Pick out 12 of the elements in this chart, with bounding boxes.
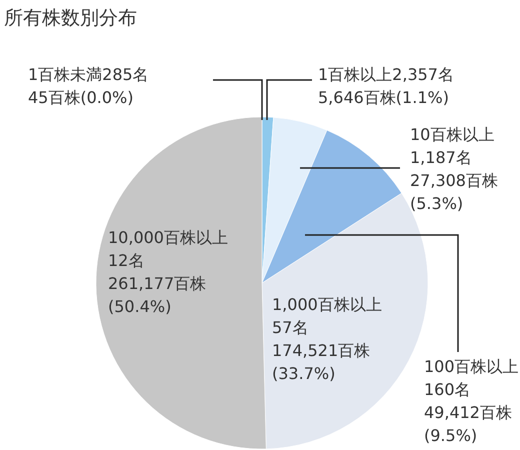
data-label: 12名 261,177百株 (50.4%): [108, 251, 206, 316]
slice-label: 1百株以上2,357名 5,646百株(1.1%): [318, 65, 454, 107]
slice-label: 10,000百株以上: [108, 228, 228, 247]
data-label: 160名 49,412百株 (9.5%): [424, 380, 512, 445]
data-label: 57名 174,521百株 (33.7%): [272, 318, 370, 383]
slice-label: 1,000百株以上: [272, 295, 382, 314]
data-label: 1,187名 27,308百株 (5.3%): [410, 148, 498, 213]
category-label: 1百株未満285名: [28, 65, 149, 84]
slice-label: 100百株以上: [424, 357, 519, 376]
chart-title: 所有株数別分布: [4, 7, 137, 29]
text: 45百株(0.0%): [28, 88, 134, 107]
slice-label: 10百株以上: [410, 125, 494, 144]
